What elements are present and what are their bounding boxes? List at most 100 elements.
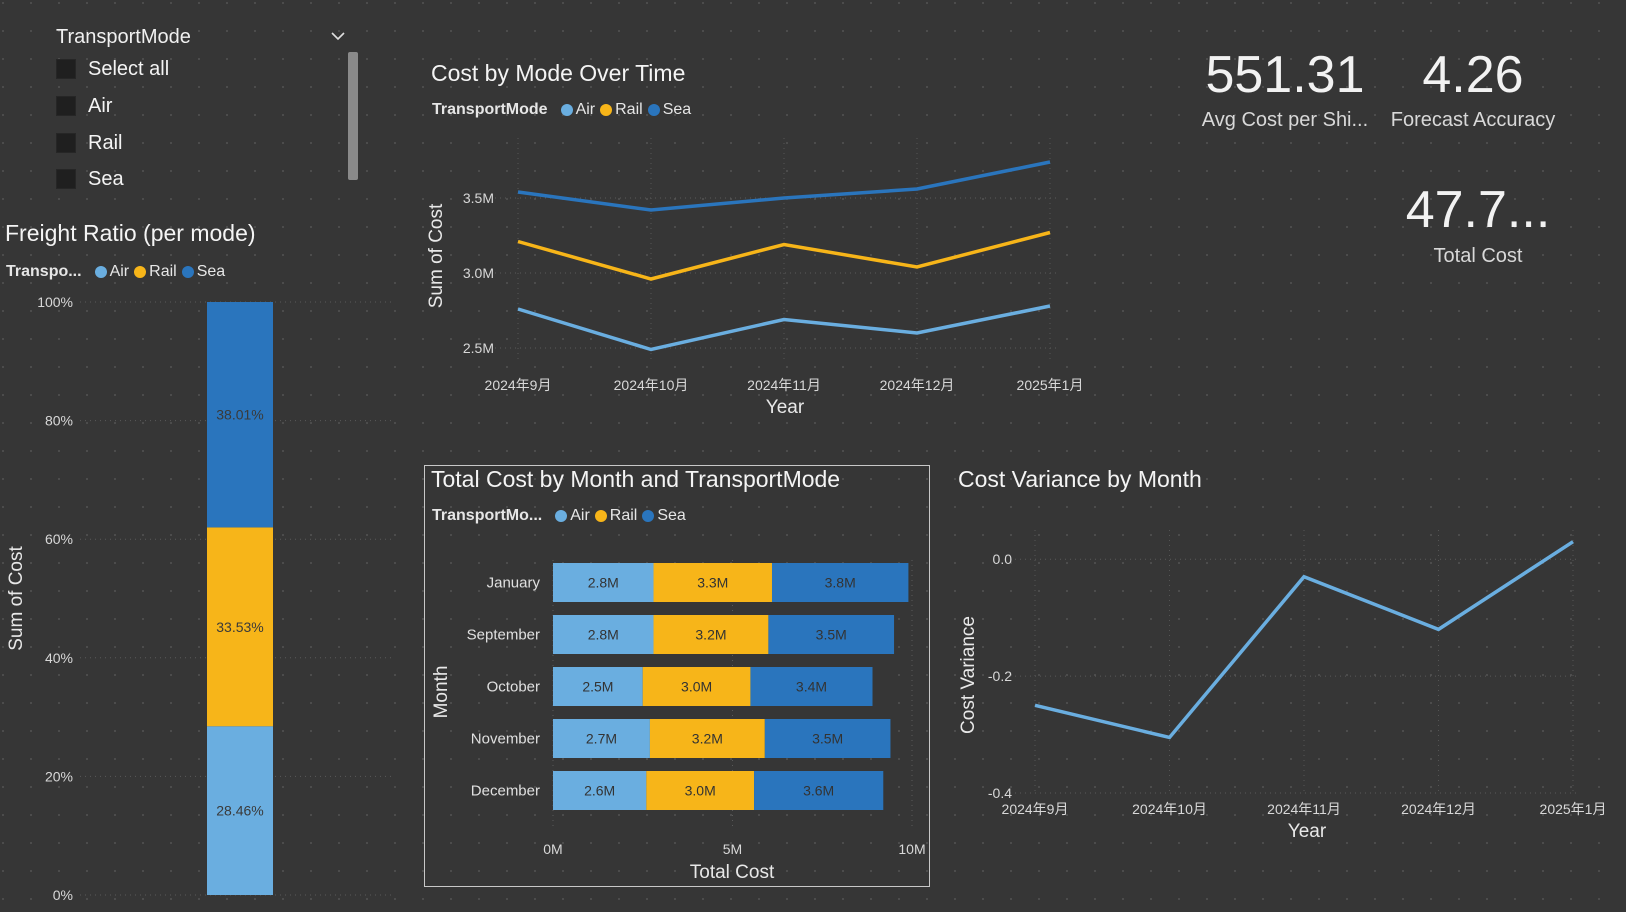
x-tick-label: 2024年9月 bbox=[1002, 801, 1069, 817]
slicer-item-label: Rail bbox=[88, 131, 123, 154]
category-label: September bbox=[467, 627, 540, 644]
bar-segment-sea bbox=[771, 563, 909, 602]
y-tick-label: 3.0M bbox=[463, 265, 494, 281]
bar-segment-sea bbox=[754, 771, 884, 810]
checkbox[interactable] bbox=[56, 96, 76, 116]
avg-cost-card-label: Avg Cost per Shi... bbox=[1201, 109, 1369, 131]
legend-item-rail[interactable]: Rail bbox=[590, 507, 638, 525]
data-label: 3.2M bbox=[695, 627, 726, 643]
legend-item-air[interactable]: Air bbox=[556, 101, 595, 119]
legend-label: Rail bbox=[615, 101, 643, 118]
y-tick-label: 20% bbox=[45, 768, 73, 784]
cost-variance-chart: -0.4 -0.2 0.0 2024年9月 2024年10月 2024年11月 2024年1… bbox=[958, 530, 1607, 842]
legend-label: Sea bbox=[196, 263, 226, 280]
legend-label: Rail bbox=[149, 263, 177, 280]
total-cost-by-month-visual[interactable] bbox=[424, 465, 930, 887]
data-label: 3.0M bbox=[685, 783, 716, 799]
transport-mode-slicer: TransportMode Select all Air Rail Sea bbox=[50, 22, 360, 192]
legend-label: Sea bbox=[662, 101, 692, 118]
forecast-accuracy-card-value: 4.26 bbox=[1422, 46, 1524, 104]
legend-label: Air bbox=[109, 263, 130, 280]
x-axis-title: Year bbox=[766, 397, 805, 418]
bar-segment-sea bbox=[750, 667, 873, 706]
legend-dot-icon bbox=[560, 104, 573, 116]
avg-cost-card-value: 551.31 bbox=[1205, 46, 1365, 104]
slicer-scrollbar[interactable] bbox=[348, 52, 358, 180]
category-label: December bbox=[471, 783, 540, 800]
legend-label: Rail bbox=[609, 507, 638, 524]
data-label: 3.0M bbox=[681, 679, 712, 695]
bar-segment-rail bbox=[653, 563, 772, 602]
legend-label: Sea bbox=[657, 507, 686, 524]
total-cost-card-value: 47.7... bbox=[1405, 181, 1551, 239]
x-tick-label: 2025年1月 bbox=[1540, 801, 1607, 817]
y-axis-title: Month bbox=[431, 666, 452, 719]
slicer-title: TransportMode bbox=[56, 26, 191, 48]
bar-segment-air bbox=[207, 726, 273, 895]
data-label: 2.6M bbox=[584, 783, 615, 799]
legend-item-rail[interactable]: Rail bbox=[129, 263, 177, 281]
data-label: 33.53% bbox=[216, 619, 263, 635]
x-tick-label: 2024年11月 bbox=[1267, 801, 1341, 817]
bar-segment-sea bbox=[768, 615, 895, 654]
data-label: 28.46% bbox=[216, 803, 263, 819]
total-cost-by-month-legend: TransportMo... Air Rail Sea bbox=[432, 507, 686, 525]
forecast-accuracy-card-label: Forecast Accuracy bbox=[1390, 109, 1556, 131]
y-axis-title: Sum of Cost bbox=[426, 203, 447, 308]
bar-segment-sea bbox=[207, 302, 273, 528]
x-tick-label: 2024年12月 bbox=[1401, 801, 1476, 817]
legend-dot-icon bbox=[594, 510, 607, 522]
legend-item-air[interactable]: Air bbox=[550, 507, 590, 525]
data-label: 3.5M bbox=[812, 731, 843, 747]
data-label: 2.7M bbox=[586, 731, 617, 747]
legend-item-sea[interactable]: Sea bbox=[643, 101, 691, 119]
freight-ratio-legend: Transpo... Air Rail Sea bbox=[6, 263, 225, 281]
x-tick-label: 2025年1月 bbox=[1017, 377, 1084, 393]
legend-dot-icon bbox=[181, 266, 194, 278]
bar-segment-rail bbox=[207, 527, 273, 727]
series-line-air bbox=[517, 304, 1051, 352]
total-cost-card-label: Total Cost bbox=[1433, 245, 1523, 267]
total-cost-by-month-title: Total Cost by Month and TransportMode bbox=[431, 466, 841, 492]
data-label: 3.6M bbox=[803, 783, 834, 799]
bar-segment-sea bbox=[764, 719, 891, 758]
category-label: January bbox=[487, 575, 541, 592]
x-tick-label: 2024年12月 bbox=[880, 377, 955, 393]
y-tick-label: 60% bbox=[45, 531, 73, 547]
x-tick-label: 10M bbox=[898, 841, 925, 857]
y-tick-label: 40% bbox=[45, 650, 73, 666]
data-label: 3.2M bbox=[692, 731, 723, 747]
category-label: October bbox=[487, 679, 540, 696]
chevron-down-icon[interactable] bbox=[330, 28, 346, 44]
y-tick-label: 3.5M bbox=[463, 190, 494, 206]
data-label: 3.8M bbox=[825, 575, 856, 591]
checkbox[interactable] bbox=[56, 169, 76, 189]
y-tick-label: -0.2 bbox=[988, 668, 1012, 684]
x-tick-label: 2024年10月 bbox=[614, 377, 689, 393]
legend-item-sea[interactable]: Sea bbox=[177, 263, 225, 281]
slicer-item-air[interactable]: Air bbox=[56, 93, 112, 119]
legend-item-sea[interactable]: Sea bbox=[637, 507, 686, 525]
data-label: 3.3M bbox=[697, 575, 728, 591]
x-tick-label: 2024年11月 bbox=[747, 377, 821, 393]
freight-ratio-chart: 0% 20% 40% 60% 80% 100% Sum of Cost 28.46% 33.53… bbox=[6, 294, 395, 903]
bar-segment-air bbox=[553, 771, 647, 810]
legend-dot-icon bbox=[134, 266, 147, 278]
legend-item-air[interactable]: Air bbox=[90, 263, 130, 281]
slicer-item-sea[interactable]: Sea bbox=[56, 166, 124, 192]
bar-segment-rail bbox=[646, 771, 755, 810]
checkbox[interactable] bbox=[56, 59, 76, 79]
slicer-item-label: Sea bbox=[88, 167, 124, 190]
bar-segment-air bbox=[553, 563, 654, 602]
legend-label: Air bbox=[570, 507, 590, 524]
slicer-item-label: Select all bbox=[88, 57, 170, 80]
legend-item-rail[interactable]: Rail bbox=[595, 101, 643, 119]
data-label: 2.8M bbox=[588, 627, 619, 643]
legend-title: TransportMode bbox=[432, 101, 548, 118]
slicer-item-select-all[interactable]: Select all bbox=[56, 56, 169, 82]
data-label: 3.5M bbox=[816, 627, 847, 643]
x-tick-label: 0M bbox=[543, 841, 562, 857]
cost-variance-title: Cost Variance by Month bbox=[958, 466, 1202, 492]
checkbox[interactable] bbox=[56, 133, 76, 153]
slicer-item-rail[interactable]: Rail bbox=[56, 130, 122, 156]
